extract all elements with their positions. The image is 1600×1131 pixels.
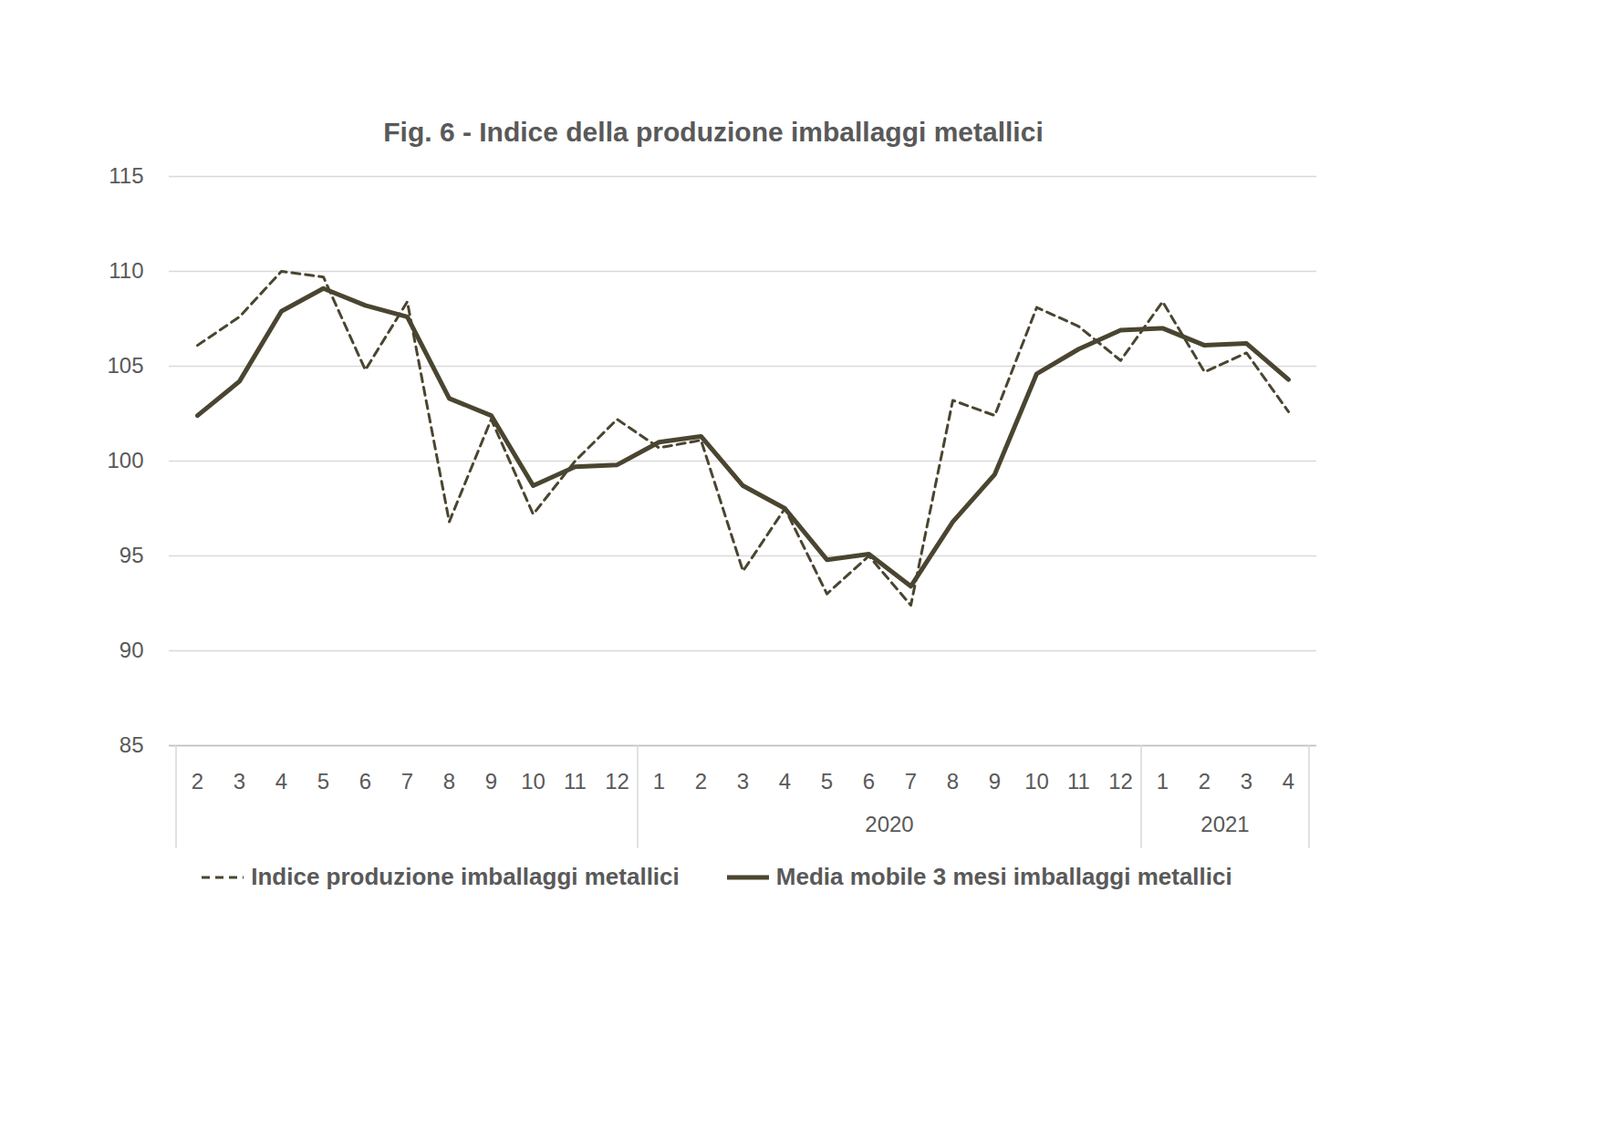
svg-text:95: 95 bbox=[119, 542, 145, 568]
html-text:Indice produzione imballaggi m: Indice produzione imballaggi metallici bbox=[251, 862, 680, 891]
svg-text:6: 6 bbox=[359, 768, 372, 794]
svg-text:4: 4 bbox=[779, 768, 791, 794]
svg-text:3: 3 bbox=[1240, 768, 1253, 794]
svg-text:115: 115 bbox=[108, 163, 144, 188]
svg-text:1: 1 bbox=[653, 768, 665, 794]
svg-text:2: 2 bbox=[191, 768, 204, 794]
html-text:Media mobile 3 mesi imballaggi: Media mobile 3 mesi imballaggi metallici bbox=[776, 862, 1233, 891]
svg-text:10: 10 bbox=[1024, 768, 1050, 794]
svg-text:6: 6 bbox=[862, 768, 875, 794]
svg-text:100: 100 bbox=[106, 447, 144, 473]
svg-text:7: 7 bbox=[904, 768, 917, 794]
svg-text:2020: 2020 bbox=[864, 811, 914, 837]
svg-text:3: 3 bbox=[737, 768, 749, 794]
svg-text:10: 10 bbox=[520, 768, 546, 794]
svg-text:4: 4 bbox=[275, 768, 288, 794]
svg-text:12: 12 bbox=[604, 768, 630, 794]
svg-text:2021: 2021 bbox=[1200, 811, 1249, 837]
svg-text:8: 8 bbox=[443, 768, 456, 794]
svg-text:90: 90 bbox=[119, 637, 145, 663]
svg-text:105: 105 bbox=[106, 353, 144, 378]
svg-text:2: 2 bbox=[695, 768, 707, 794]
svg-text:8: 8 bbox=[946, 768, 959, 794]
svg-text:9: 9 bbox=[485, 768, 498, 794]
svg-text:7: 7 bbox=[401, 768, 414, 794]
svg-text:11: 11 bbox=[1067, 768, 1091, 794]
svg-text:110: 110 bbox=[108, 258, 144, 283]
svg-text:1: 1 bbox=[1156, 768, 1169, 794]
svg-text:5: 5 bbox=[820, 768, 833, 794]
svg-text:11: 11 bbox=[563, 768, 587, 794]
svg-text:2: 2 bbox=[1198, 768, 1211, 794]
svg-text:9: 9 bbox=[988, 768, 1001, 794]
svg-text:5: 5 bbox=[317, 768, 330, 794]
svg-text:12: 12 bbox=[1108, 768, 1133, 794]
svg-text:4: 4 bbox=[1282, 768, 1295, 794]
html-text:Fig. 6 - Indice della produzio: Fig. 6 - Indice della produzione imballa… bbox=[383, 116, 1044, 147]
svg-text:85: 85 bbox=[119, 732, 145, 758]
svg-text:3: 3 bbox=[233, 768, 246, 794]
